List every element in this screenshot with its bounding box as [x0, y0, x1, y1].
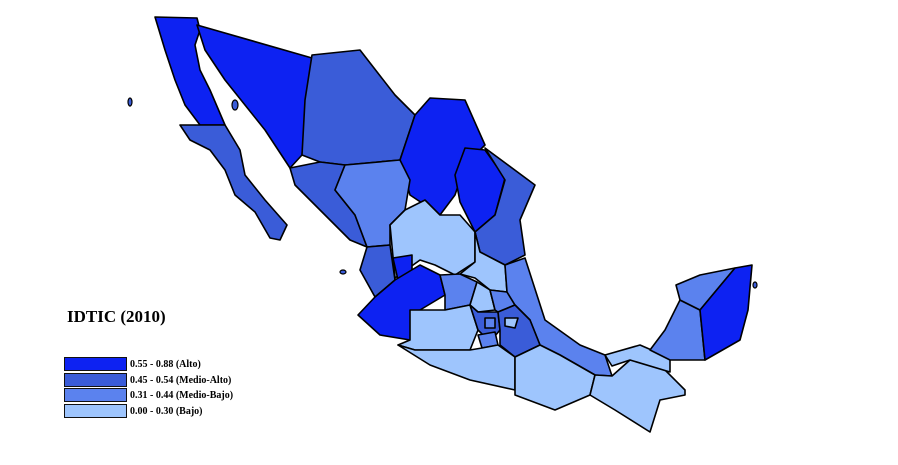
- legend-swatch: [64, 403, 127, 418]
- state-cdmx: [484, 317, 496, 329]
- island: [752, 281, 758, 289]
- island: [127, 97, 133, 107]
- state-michoacan: [397, 304, 479, 351]
- legend-label: 0.00 - 0.30 (Bajo): [130, 405, 203, 417]
- legend-item-alto: 0.55 - 0.88 (Alto): [64, 357, 233, 373]
- state-jalisco: [357, 264, 446, 341]
- legend-item-medio-alto: 0.45 - 0.54 (Medio-Alto): [64, 372, 233, 389]
- state-baja-california-sur: [179, 124, 288, 241]
- map-title: IDTIC (2010): [67, 307, 166, 326]
- legend: 0.55 - 0.88 (Alto) 0.45 - 0.54 (Medio-Al…: [64, 357, 233, 419]
- state-quintana-roo: [699, 264, 753, 361]
- state-durango: [334, 159, 411, 248]
- island: [231, 99, 239, 111]
- legend-item-medio-bajo: 0.31 - 0.44 (Medio-Bajo): [64, 388, 233, 404]
- legend-label: 0.55 - 0.88 (Alto): [130, 359, 201, 371]
- state-tlaxcala: [504, 317, 519, 329]
- legend-swatch: [64, 372, 127, 387]
- state-chihuahua: [301, 49, 416, 166]
- legend-label: 0.31 - 0.44 (Medio-Bajo): [130, 390, 234, 402]
- state-chiapas: [589, 359, 686, 433]
- legend-item-bajo: 0.00 - 0.30 (Bajo): [64, 403, 233, 420]
- legend-swatch: [64, 388, 127, 403]
- state-guerrero: [397, 344, 516, 391]
- legend-label: 0.45 - 0.54 (Medio-Alto): [130, 374, 232, 386]
- state-queretaro: [469, 281, 496, 313]
- island: [339, 269, 347, 275]
- legend-swatch: [64, 357, 127, 372]
